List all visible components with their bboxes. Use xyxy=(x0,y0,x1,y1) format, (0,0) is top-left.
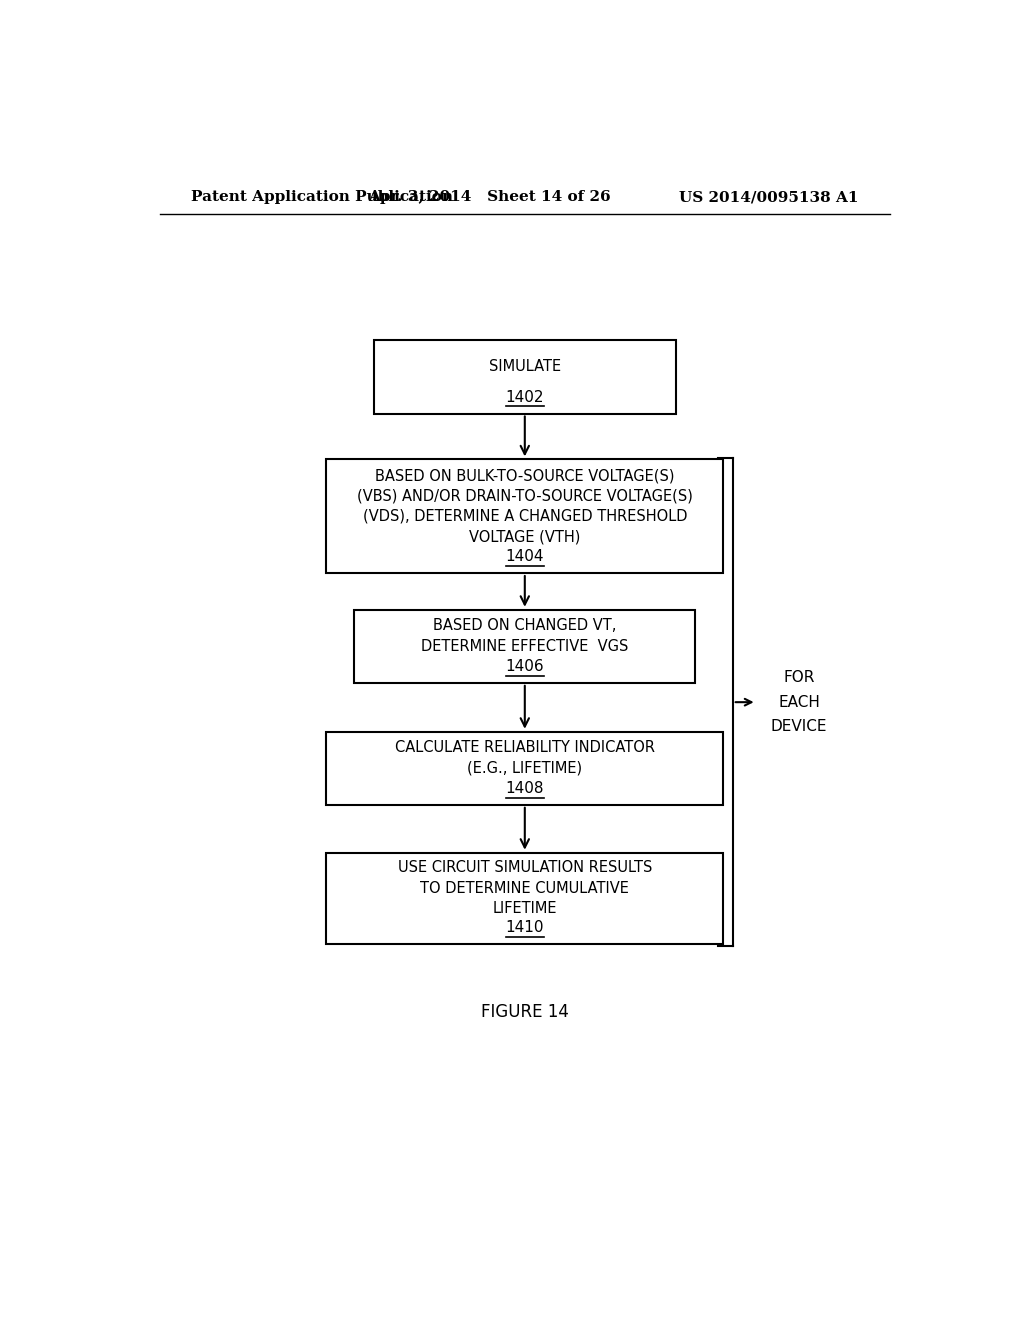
Text: LIFETIME: LIFETIME xyxy=(493,902,557,916)
Text: Apr. 3, 2014   Sheet 14 of 26: Apr. 3, 2014 Sheet 14 of 26 xyxy=(368,190,610,205)
Text: 1408: 1408 xyxy=(506,781,544,796)
Text: BASED ON CHANGED VT,: BASED ON CHANGED VT, xyxy=(433,619,616,634)
Bar xyxy=(354,610,695,682)
Text: 1410: 1410 xyxy=(506,920,544,936)
Text: SIMULATE: SIMULATE xyxy=(488,359,561,375)
Bar xyxy=(374,341,676,413)
Text: BASED ON BULK-TO-SOURCE VOLTAGE(S): BASED ON BULK-TO-SOURCE VOLTAGE(S) xyxy=(375,469,675,483)
Text: (VDS), DETERMINE A CHANGED THRESHOLD: (VDS), DETERMINE A CHANGED THRESHOLD xyxy=(362,508,687,524)
Bar xyxy=(327,459,723,573)
Text: US 2014/0095138 A1: US 2014/0095138 A1 xyxy=(679,190,858,205)
Text: DETERMINE EFFECTIVE  VGS: DETERMINE EFFECTIVE VGS xyxy=(421,639,629,653)
Text: FOR
EACH
DEVICE: FOR EACH DEVICE xyxy=(771,671,827,734)
Text: TO DETERMINE CUMULATIVE: TO DETERMINE CUMULATIVE xyxy=(421,880,629,896)
Bar xyxy=(327,731,723,805)
Text: FIGURE 14: FIGURE 14 xyxy=(481,1003,568,1022)
Text: (E.G., LIFETIME): (E.G., LIFETIME) xyxy=(467,760,583,776)
Text: 1404: 1404 xyxy=(506,549,544,565)
Text: 1406: 1406 xyxy=(506,659,544,675)
Text: CALCULATE RELIABILITY INDICATOR: CALCULATE RELIABILITY INDICATOR xyxy=(395,741,654,755)
Bar xyxy=(327,853,723,944)
Text: VOLTAGE (VTH): VOLTAGE (VTH) xyxy=(469,529,581,544)
Text: Patent Application Publication: Patent Application Publication xyxy=(191,190,454,205)
Text: USE CIRCUIT SIMULATION RESULTS: USE CIRCUIT SIMULATION RESULTS xyxy=(397,861,652,875)
Text: (VBS) AND/OR DRAIN-TO-SOURCE VOLTAGE(S): (VBS) AND/OR DRAIN-TO-SOURCE VOLTAGE(S) xyxy=(356,488,693,503)
Text: 1402: 1402 xyxy=(506,389,544,405)
